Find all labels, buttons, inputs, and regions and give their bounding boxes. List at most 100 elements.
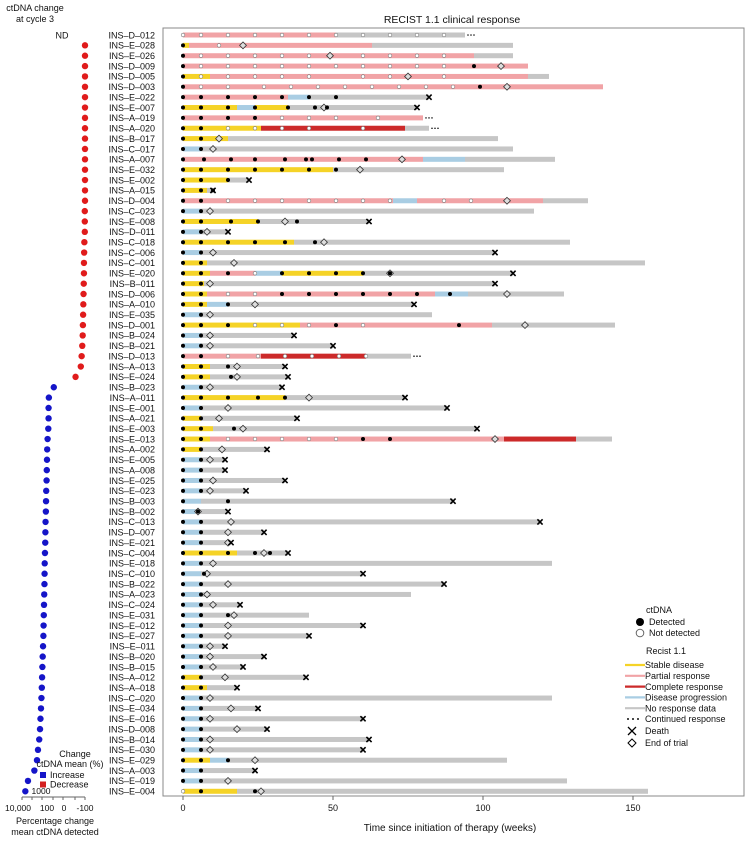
ctdna-not-detected-point <box>369 84 375 89</box>
legend-stable: Stable disease <box>645 660 704 670</box>
ctdna-detected-point <box>199 240 203 245</box>
death-marker <box>260 529 268 536</box>
response-segment-N <box>285 395 405 401</box>
response-segment-S <box>183 426 213 432</box>
ctdna-detected-point <box>334 95 338 100</box>
response-segment-N <box>201 146 513 152</box>
ctdna-detected-point <box>199 758 203 763</box>
ctdna-change-dot <box>40 611 47 619</box>
ctdna-detected-point <box>199 716 203 721</box>
ctdna-detected-point <box>181 478 185 483</box>
ctdna-change-dot <box>81 228 88 236</box>
end-of-trial-marker <box>206 331 214 340</box>
patient-row <box>181 694 552 703</box>
patient-row <box>181 403 451 412</box>
legend-detected: Detected <box>649 617 685 627</box>
ctdna-not-detected-point <box>414 63 420 69</box>
response-segment-S <box>183 42 189 48</box>
legend-death: Death <box>645 726 669 736</box>
ctdna-detected-point <box>226 323 230 328</box>
patient-id-label: INS–A–021 <box>109 414 155 424</box>
ctdna-detected-point <box>307 95 311 100</box>
ctdna-detected-point <box>199 789 203 794</box>
end-of-trial-marker <box>206 207 214 216</box>
death-marker <box>305 632 313 640</box>
ctdna-detected-point <box>334 271 338 276</box>
end-of-trial-marker <box>227 517 235 526</box>
response-segment-P <box>207 291 435 297</box>
ctdna-not-detected-point <box>252 271 258 276</box>
change-legend-label: Increase <box>50 770 85 780</box>
patient-row <box>181 115 433 121</box>
response-segment-D <box>183 384 201 390</box>
x-tick-label: 0 <box>180 803 185 813</box>
ctdna-detected-point <box>199 364 203 369</box>
ctdna-detected-point <box>181 592 185 597</box>
patient-row <box>181 684 241 691</box>
death-marker <box>251 767 259 774</box>
patient-id-label: INS–E–007 <box>109 103 155 113</box>
patient-row <box>181 134 498 143</box>
plot-frame <box>162 27 745 797</box>
ctdna-not-detected-point <box>387 74 393 79</box>
ctdna-not-detected-point <box>252 436 258 442</box>
patient-row <box>181 776 567 785</box>
response-segment-N <box>333 167 504 173</box>
patient-row <box>181 725 271 734</box>
response-segment-N <box>201 488 246 494</box>
ctdna-detected-point <box>457 323 461 328</box>
ctdna-not-detected-point <box>387 53 393 58</box>
ctdna-detected-point <box>181 385 185 390</box>
response-segment-D <box>423 156 465 162</box>
patient-row <box>181 269 517 278</box>
response-segment-S <box>183 674 201 680</box>
response-segment-D <box>183 633 201 639</box>
ctdna-change-dot <box>81 42 89 49</box>
ctdna-not-detected-point <box>414 53 420 58</box>
patient-id-label: INS–E–002 <box>109 175 155 185</box>
ctdna-detected-point <box>181 457 185 462</box>
ctdna-change-dot <box>45 415 52 422</box>
ctdna-detected-point <box>199 302 203 307</box>
ctdna-change-dot <box>34 746 42 754</box>
ctdna-not-detected-point <box>360 322 366 328</box>
ctdna-detected-point <box>181 105 185 110</box>
end-of-trial-marker <box>233 725 241 734</box>
ctdna-not-detected-point <box>333 436 339 442</box>
response-segment-S <box>183 757 210 763</box>
death-marker <box>284 373 292 381</box>
patient-row <box>181 248 499 257</box>
response-segment-N <box>405 125 429 131</box>
patient-row <box>181 393 409 402</box>
ctdna-change-dot <box>45 425 52 432</box>
ctdna-detected-point <box>256 219 260 224</box>
ctdna-detected-point <box>199 312 203 317</box>
legend-recist-title: Recist 1.1 <box>646 646 686 656</box>
end-of-trial-marker <box>203 227 211 236</box>
ctdna-change-dot <box>81 135 89 142</box>
ctdna-detected-point <box>199 385 203 390</box>
death-marker <box>236 601 244 608</box>
response-segment-N <box>201 498 453 504</box>
ctdna-detected-point <box>334 323 338 328</box>
ctdna-detected-point <box>181 323 185 328</box>
ctdna-change-dot <box>80 290 87 298</box>
patient-row <box>181 745 367 754</box>
response-segment-D <box>183 477 201 483</box>
death-marker <box>284 549 292 557</box>
ctdna-detected-point <box>181 468 185 473</box>
ctdna-detected-point <box>226 551 230 555</box>
ctdna-detected-point <box>199 167 203 172</box>
patient-row <box>181 331 298 340</box>
patient-id-label: INS–B–023 <box>109 383 155 393</box>
ctdna-detected-point <box>181 84 185 89</box>
ctdna-detected-point <box>199 727 203 732</box>
end-of-trial-marker <box>206 652 214 661</box>
ctdna-not-detected-point <box>360 198 366 203</box>
continued-response-dot <box>428 117 430 119</box>
ctdna-detected-point <box>181 447 185 452</box>
ctdna-not-detected-point <box>198 53 204 58</box>
ctdna-detected-point <box>181 571 185 576</box>
death-marker <box>413 104 421 111</box>
response-segment-D <box>183 643 201 649</box>
